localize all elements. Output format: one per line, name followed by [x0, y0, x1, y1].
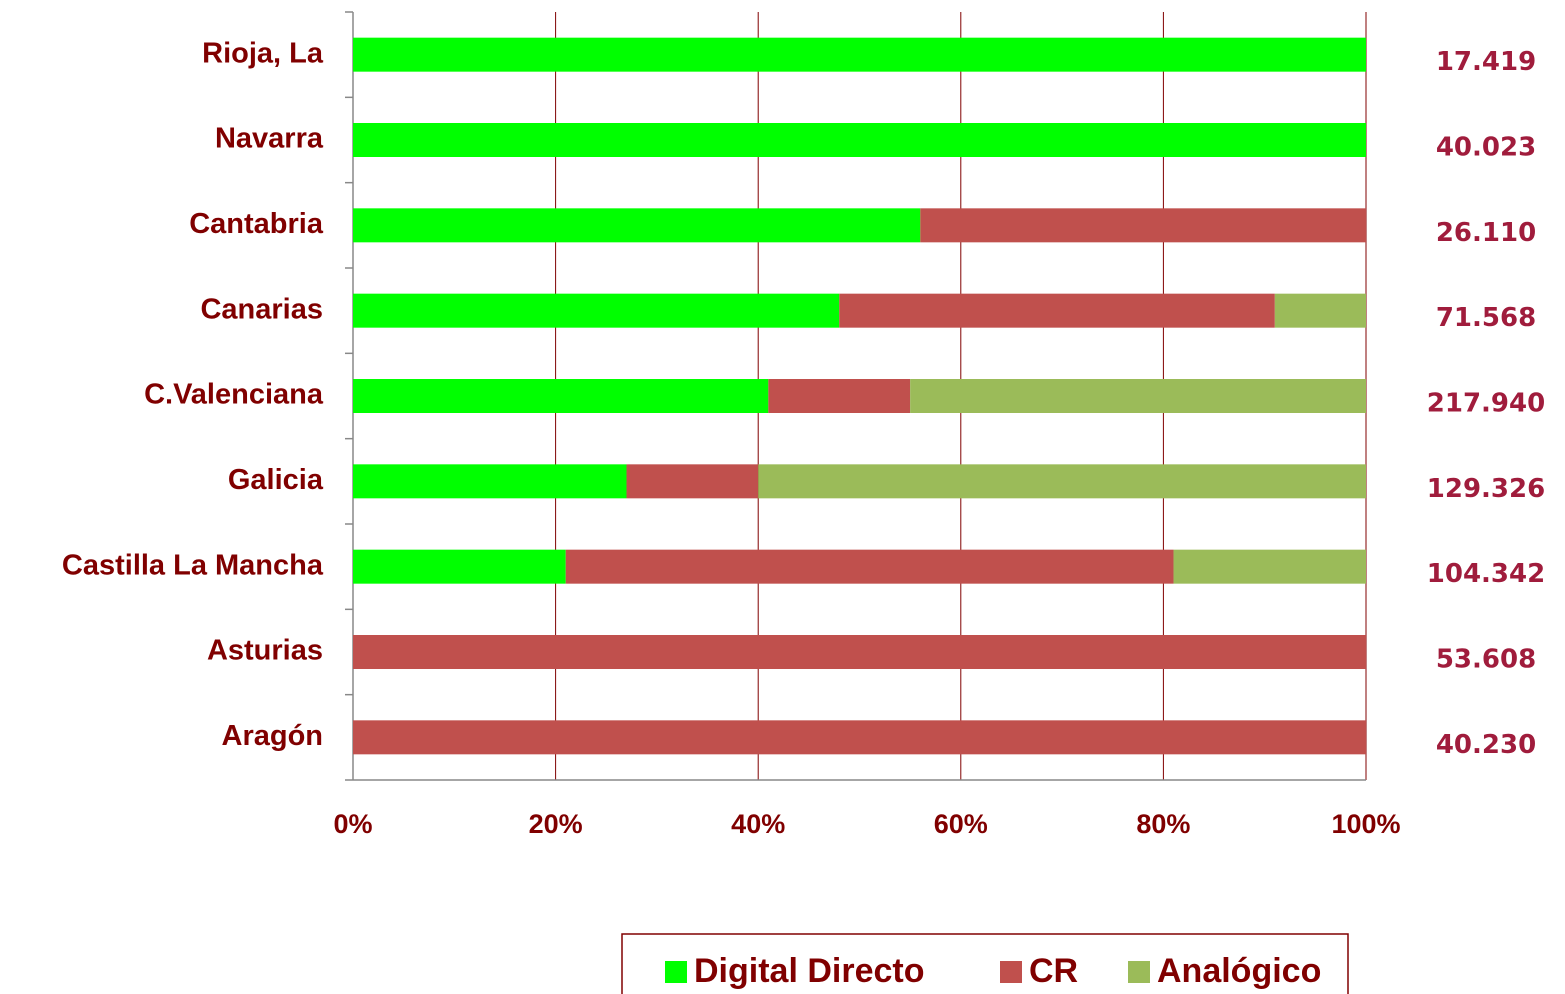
category-label: Castilla La Mancha [62, 549, 324, 581]
total-label: 129.326 [1427, 474, 1545, 504]
bar-segment [565, 549, 1174, 584]
bar-segment [1173, 549, 1366, 584]
bar-segment [626, 464, 759, 499]
category-label: Aragón [222, 720, 324, 752]
total-label: 26.110 [1436, 218, 1536, 248]
category-label: Cantabria [189, 208, 324, 240]
x-tick-label: 80% [1136, 809, 1190, 839]
bar-segment [839, 293, 1275, 328]
bar-segment [768, 379, 911, 413]
bar-segment [353, 123, 1366, 157]
bar-segment [353, 720, 1366, 755]
total-label: 40.230 [1436, 730, 1536, 760]
legend-swatch [665, 961, 687, 983]
bar-segment [353, 379, 769, 413]
x-tick-label: 0% [333, 809, 372, 839]
legend-label: Analógico [1157, 952, 1321, 990]
total-label: 53.608 [1436, 645, 1536, 675]
bar-segment [353, 464, 627, 499]
category-label: Navarra [215, 123, 324, 155]
total-label: 217.940 [1427, 389, 1545, 419]
x-tick-label: 100% [1331, 809, 1400, 839]
bar-segment [353, 208, 921, 243]
legend-label: Digital Directo [694, 952, 924, 990]
bar-segment [1274, 293, 1366, 328]
legend-label: CR [1029, 952, 1078, 990]
total-label: 104.342 [1427, 559, 1545, 589]
x-tick-label: 60% [934, 809, 988, 839]
total-label: 17.419 [1436, 47, 1536, 77]
total-label: 40.023 [1436, 133, 1536, 163]
category-label: Asturias [207, 635, 323, 667]
bar-segment [353, 549, 566, 584]
total-label: 71.568 [1436, 303, 1536, 333]
legend-box [621, 933, 1349, 994]
bar-segment [353, 293, 840, 328]
category-label: Galicia [228, 464, 324, 496]
bar-segment [353, 37, 1366, 72]
bar-segment [910, 379, 1366, 413]
bar-segment [920, 208, 1366, 243]
bar-segment [758, 464, 1366, 499]
category-label: Rioja, La [202, 37, 324, 69]
x-tick-label: 20% [529, 809, 583, 839]
legend-swatch [1128, 961, 1150, 983]
legend-swatch [1000, 961, 1022, 983]
category-label: C.Valenciana [144, 379, 324, 411]
category-label: Canarias [200, 293, 323, 325]
x-tick-label: 40% [731, 809, 785, 839]
bar-segment [353, 635, 1366, 669]
